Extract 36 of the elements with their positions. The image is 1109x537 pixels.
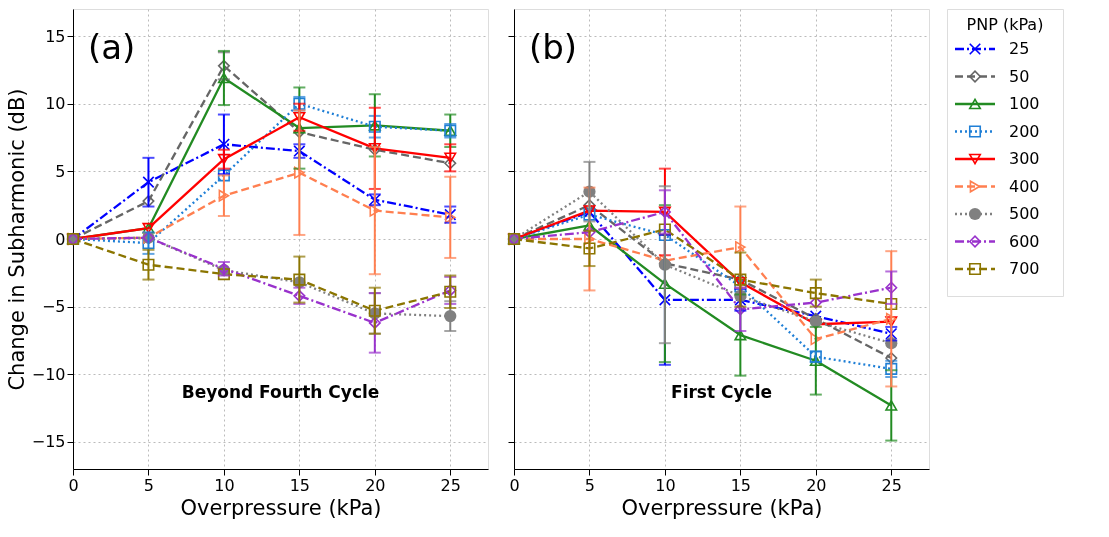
- y-tick-label: 15: [45, 26, 66, 46]
- y-axis-title: Change in Subharmonic (dB): [4, 88, 29, 391]
- x-tick-label: 20: [365, 475, 386, 495]
- legend-label: 50: [1009, 66, 1030, 86]
- legend-label: 200: [1009, 121, 1040, 141]
- x-tick-label: 0: [509, 475, 520, 495]
- x-tick-label: 25: [440, 475, 461, 495]
- y-tick-label: −10: [31, 364, 66, 384]
- y-tick-label: −15: [31, 432, 66, 452]
- x-tick-label: 10: [214, 475, 235, 495]
- legend-title: PNP (kPa): [966, 15, 1044, 34]
- x-tick-label: 15: [730, 475, 752, 495]
- legend-label: 25: [1009, 39, 1030, 58]
- annotation: Beyond Fourth Cycle: [181, 382, 380, 403]
- legend-label: 500: [1009, 204, 1040, 223]
- x-tick-label: 20: [806, 475, 827, 495]
- y-tick-label: 10: [45, 94, 66, 114]
- x-axis-title: Overpressure (kPa): [621, 495, 823, 520]
- x-tick-label: 25: [881, 475, 902, 495]
- x-axis-title: Overpressure (kPa): [180, 495, 382, 520]
- legend-label: 300: [1009, 149, 1040, 168]
- annotation: (b): [529, 27, 578, 67]
- y-tick-label: 0: [55, 229, 66, 249]
- x-tick-label: 0: [68, 475, 79, 495]
- legend-label: 700: [1009, 259, 1040, 278]
- y-tick-label: −5: [41, 297, 66, 317]
- legend-label: 600: [1009, 231, 1040, 251]
- x-tick-label: 10: [655, 475, 676, 495]
- annotation: (a): [88, 27, 136, 67]
- y-tick-label: 5: [55, 161, 66, 181]
- x-tick-label: 15: [289, 475, 311, 495]
- x-tick-label: 5: [143, 475, 155, 495]
- legend-label: 400: [1009, 176, 1040, 196]
- legend-label: 100: [1009, 94, 1040, 113]
- annotation: First Cycle: [671, 382, 772, 403]
- x-tick-label: 5: [584, 475, 596, 495]
